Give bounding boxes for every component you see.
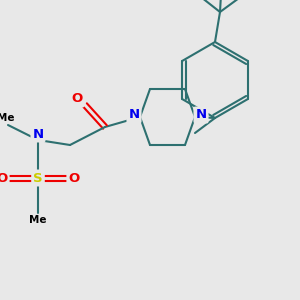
Text: N: N <box>195 109 207 122</box>
Text: S: S <box>33 172 43 184</box>
Text: N: N <box>32 128 44 140</box>
Text: O: O <box>0 172 8 184</box>
Text: N: N <box>128 109 140 122</box>
Text: Me: Me <box>29 215 47 225</box>
Text: Me: Me <box>0 113 15 123</box>
Text: O: O <box>71 92 82 106</box>
Text: O: O <box>68 172 80 184</box>
